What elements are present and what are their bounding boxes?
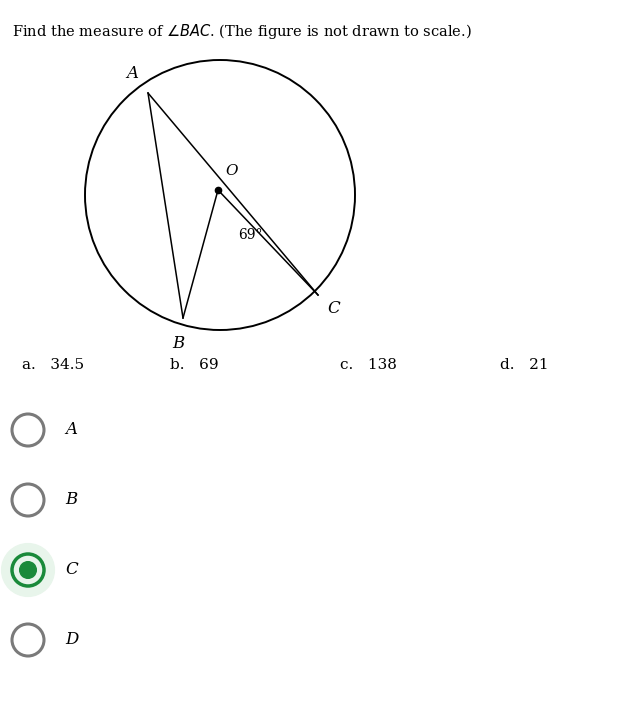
Text: O: O: [225, 164, 238, 178]
Text: a.   34.5: a. 34.5: [22, 358, 84, 372]
Text: C: C: [65, 562, 78, 578]
Text: C: C: [327, 300, 340, 317]
Text: d.   21: d. 21: [500, 358, 549, 372]
Text: B: B: [65, 492, 77, 508]
Text: A: A: [65, 422, 77, 438]
Circle shape: [20, 562, 36, 578]
Text: b.   69: b. 69: [170, 358, 219, 372]
Text: Find the measure of $\angle \mathit{BAC}$. (The figure is not drawn to scale.): Find the measure of $\angle \mathit{BAC}…: [12, 22, 471, 41]
Text: c.   138: c. 138: [340, 358, 397, 372]
Text: D: D: [65, 632, 78, 648]
Text: B: B: [172, 335, 184, 352]
Text: A: A: [126, 65, 138, 82]
Text: 69°: 69°: [238, 228, 262, 242]
Circle shape: [2, 544, 54, 596]
